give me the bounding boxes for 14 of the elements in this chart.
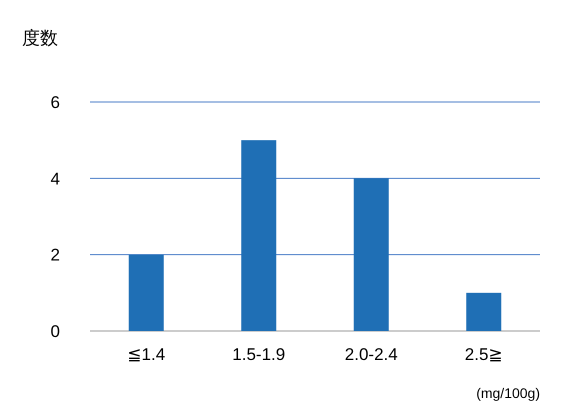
x-tick-label: 2.0-2.4 bbox=[344, 345, 398, 364]
bar bbox=[128, 254, 164, 331]
y-tick-label: 0 bbox=[50, 322, 60, 341]
x-tick-label: ≦1.4 bbox=[127, 345, 166, 364]
bar bbox=[354, 178, 389, 331]
x-axis-title: (mg/100g) bbox=[476, 385, 540, 401]
x-tick-label: 1.5-1.9 bbox=[232, 345, 286, 364]
y-tick-label: 2 bbox=[50, 246, 60, 265]
bar bbox=[241, 140, 276, 331]
y-axis-title: 度数 bbox=[22, 28, 58, 48]
y-tick-label: 4 bbox=[50, 169, 60, 188]
bar bbox=[466, 292, 502, 331]
y-tick-label: 6 bbox=[50, 93, 60, 112]
x-tick-label: 2.5≧ bbox=[464, 345, 503, 364]
